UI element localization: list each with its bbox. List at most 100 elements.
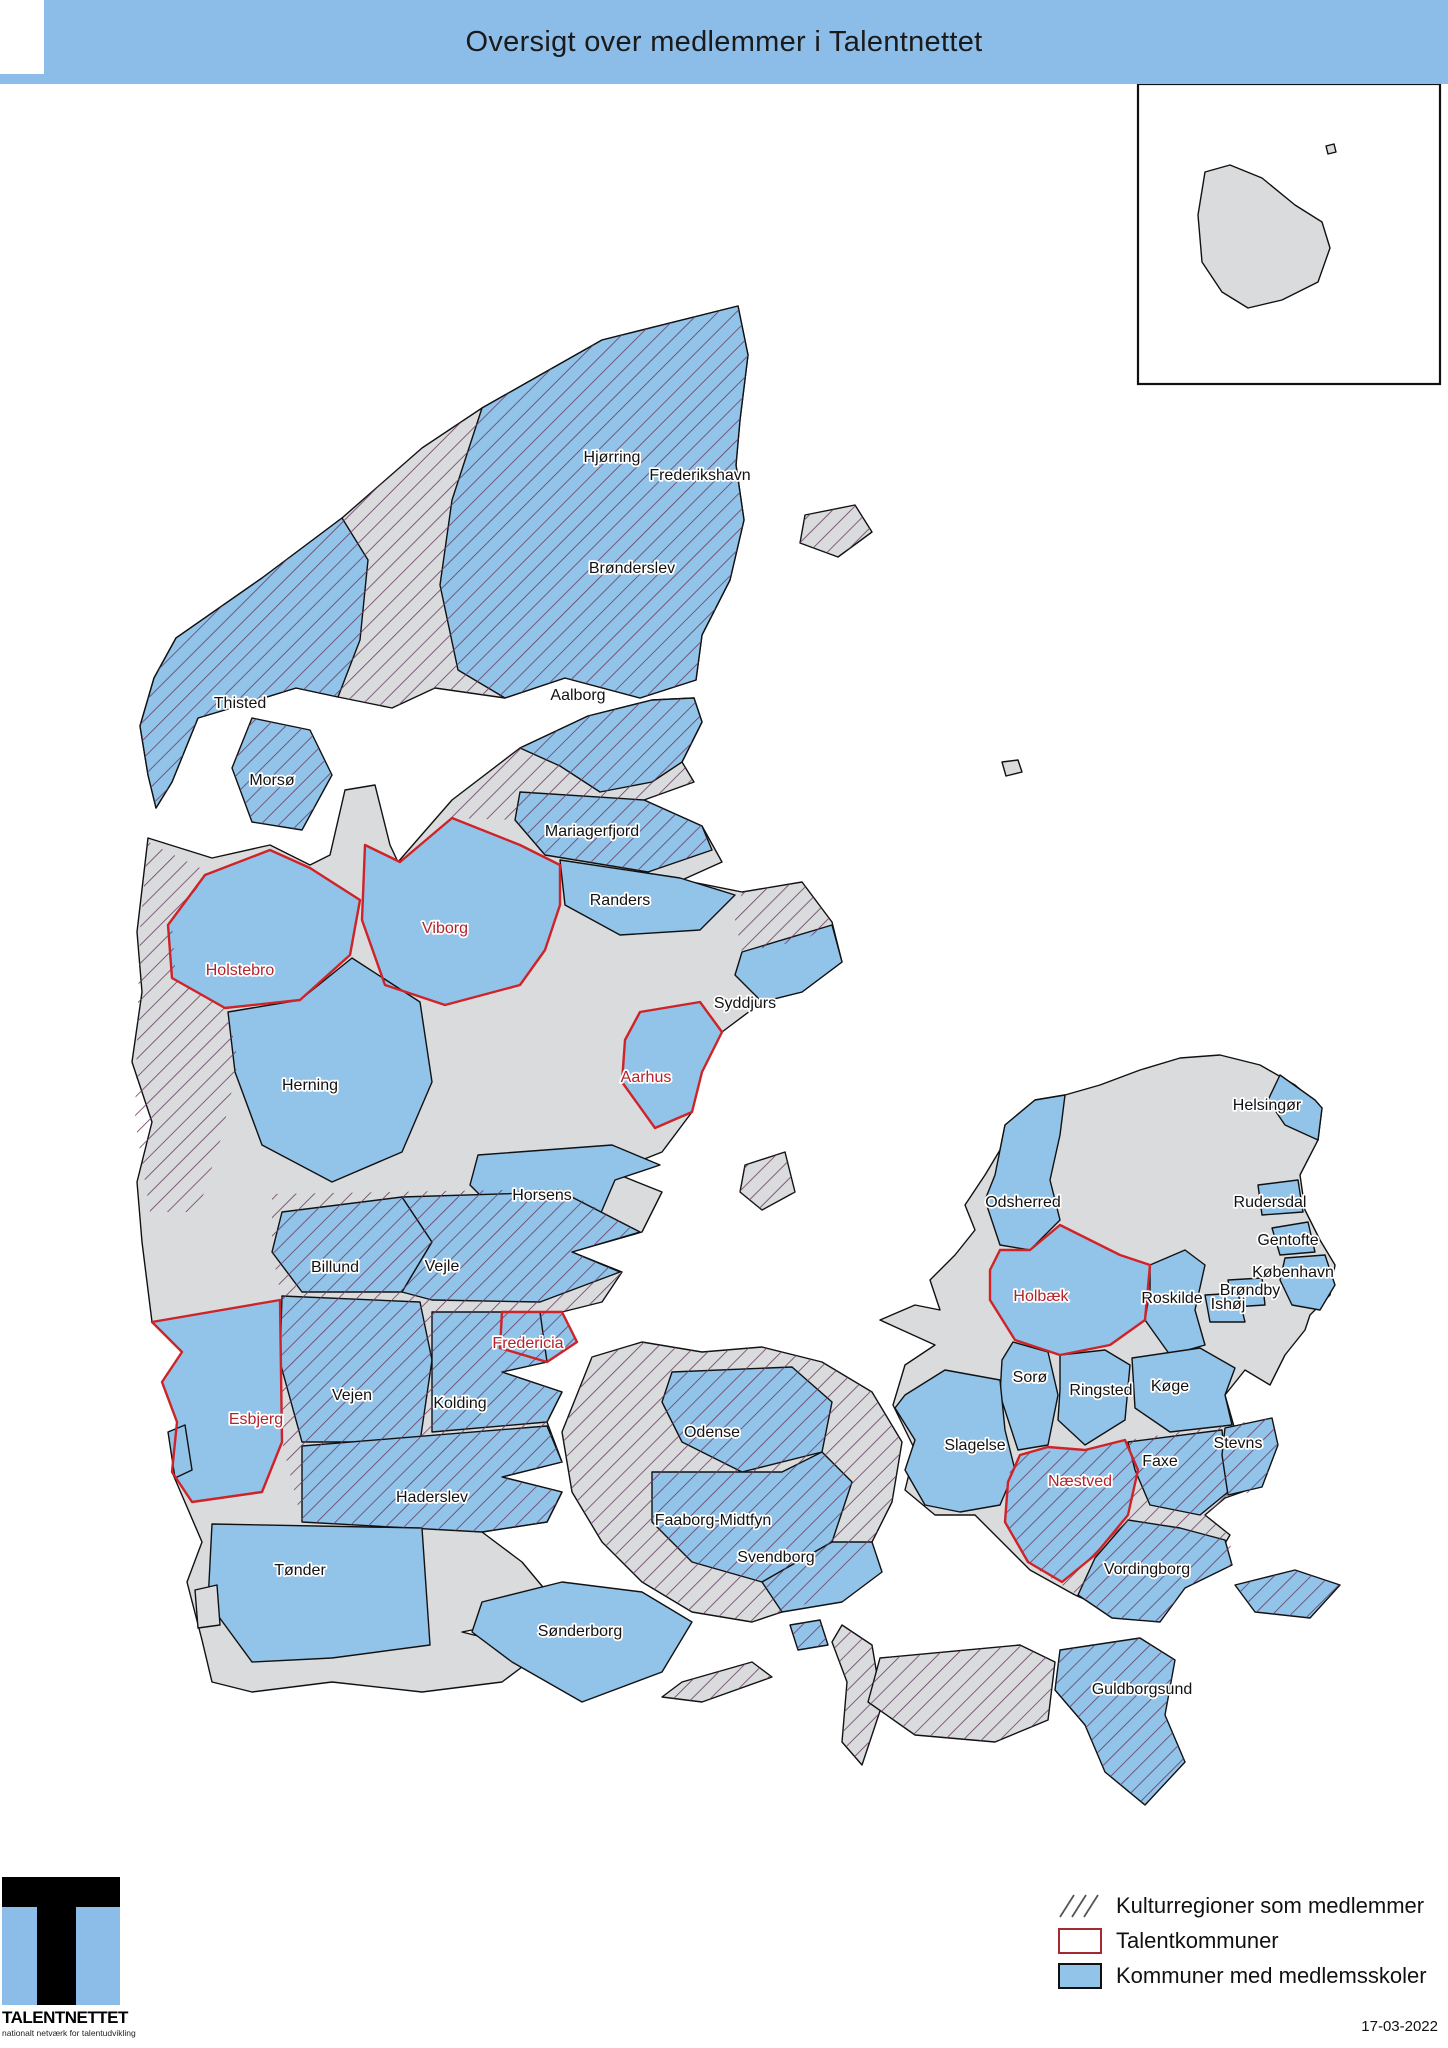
map-label-vejen: Vejen (332, 1387, 372, 1404)
map-label-kolding: Kolding (433, 1395, 486, 1412)
map-label-frederikshavn: Frederikshavn (649, 467, 750, 484)
map-label-t-nder: Tønder (274, 1562, 326, 1579)
map-label-hj-rring: Hjørring (584, 449, 641, 466)
header-corner (0, 0, 44, 74)
legend-label-medlemsskoler: Kommuner med medlemsskoler (1116, 1963, 1427, 1988)
region-north-jutland (139, 305, 873, 831)
bornholm-island (1197, 164, 1331, 309)
region-vejen (279, 1295, 433, 1443)
map-label-herning: Herning (282, 1077, 338, 1094)
talent-border-esbjerg (150, 1298, 284, 1504)
map-label-k-benhavn: København (1252, 1264, 1334, 1281)
christiansoe-island (1325, 143, 1337, 155)
map-label-ish-j: Ishøj (1211, 1296, 1246, 1313)
map-label-odense: Odense (684, 1424, 740, 1441)
logo-t-bar (2, 1877, 120, 1907)
map-label-faxe: Faxe (1142, 1453, 1178, 1470)
region-soenderborg (471, 1581, 693, 1703)
map-label-br-nderslev: Brønderslev (589, 560, 675, 577)
island-roemoe (194, 1584, 221, 1629)
map-label-horsens: Horsens (512, 1187, 572, 1204)
map-label-stevns: Stevns (1214, 1435, 1263, 1452)
map-label-thisted: Thisted (214, 695, 266, 712)
member-swatch-icon (1058, 1963, 1102, 1989)
logo-subtitle: nationalt netværk for talentudvikling (2, 2028, 136, 2038)
talent-borders (150, 816, 1152, 1584)
region-randers (559, 859, 736, 936)
region-koege (1131, 1347, 1236, 1433)
map-label-mariagerfjord: Mariagerfjord (545, 823, 639, 840)
talent-border-viborg (360, 816, 562, 1007)
region-ishoej (1204, 1292, 1246, 1323)
logo-t-stem (2, 1907, 120, 2005)
region-billund (271, 1196, 433, 1293)
page-title: Oversigt over medlemmer i Talentnettet (465, 25, 983, 58)
island-taasinge (789, 1619, 829, 1651)
map-label-sor-: Sorø (1013, 1369, 1048, 1386)
map-label-aalborg: Aalborg (550, 687, 605, 704)
region-helsingoer (1267, 1074, 1323, 1141)
map-label-fredericia: Fredericia (492, 1335, 563, 1352)
map-label-odsherred: Odsherred (985, 1194, 1061, 1211)
map-labels: Hjørring Frederikshavn Brønderslev Aalborg T… (204, 447, 1336, 1700)
map-label-holb-k: Holbæk (1013, 1288, 1069, 1305)
map-label-helsing-r: Helsingør (1233, 1097, 1302, 1114)
map-label-rudersdal: Rudersdal (1234, 1194, 1307, 1211)
region-rudersdal (1257, 1179, 1304, 1216)
region-vendsyssel (439, 305, 749, 699)
region-koebenhavn (1279, 1254, 1336, 1311)
map-label-slagelse: Slagelse (944, 1437, 1005, 1454)
talent-border-holbaek (988, 1223, 1152, 1357)
footer-date: 17-03-2022 (1361, 2018, 1438, 2035)
hatch-swatch-icon (1059, 1894, 1099, 1918)
region-funen (561, 1341, 903, 1766)
legend-label-talentkommuner: Talentkommuner (1116, 1928, 1279, 1953)
map-label-gentofte: Gentofte (1257, 1232, 1318, 1249)
region-herning (227, 957, 433, 1183)
talentnettet-logo: TALENTNETTET nationalt netværk for talen… (2, 1877, 136, 2038)
island-samsoe (739, 1151, 796, 1211)
region-stevns (1221, 1417, 1279, 1496)
island-aeroe (661, 1661, 773, 1703)
legend-label-kulturregioner: Kulturregioner som medlemmer (1116, 1893, 1425, 1918)
talent-border-holstebro (166, 848, 362, 1010)
map-label-viborg: Viborg (422, 920, 468, 937)
legend-row-talentkommuner: Talentkommuner (1058, 1928, 1427, 1954)
map-label-ringsted: Ringsted (1069, 1382, 1132, 1399)
map-label-faaborg-midtfyn: Faaborg-Midtfyn (655, 1512, 772, 1529)
region-guldborgsund (1054, 1637, 1186, 1806)
region-toender (207, 1523, 431, 1663)
bornholm-inset (1136, 82, 1442, 386)
island-laesoe (799, 504, 873, 558)
region-kolding (431, 1311, 563, 1433)
talent-swatch-icon (1058, 1928, 1102, 1954)
island-anholt (1001, 759, 1023, 777)
map-label-haderslev: Haderslev (396, 1489, 468, 1506)
legend: Kulturregioner som medlemmer Talentkommu… (1058, 1893, 1427, 1998)
region-gentofte (1271, 1221, 1316, 1256)
map-label-br-ndby: Brøndby (1220, 1282, 1280, 1299)
map-label-billund: Billund (311, 1259, 359, 1276)
map-label-mors-: Morsø (249, 772, 295, 789)
map-label-guldborgsund: Guldborgsund (1092, 1681, 1193, 1698)
map-label-vejle: Vejle (425, 1258, 460, 1275)
map-label-s-nderborg: Sønderborg (538, 1623, 623, 1640)
legend-row-kulturregioner: Kulturregioner som medlemmer (1058, 1893, 1427, 1919)
region-slagelse (894, 1369, 1016, 1513)
map-label-n-stved: Næstved (1048, 1473, 1112, 1490)
island-lolland (867, 1644, 1056, 1743)
logo-title: TALENTNETTET (2, 2008, 128, 2027)
map-label-svendborg: Svendborg (737, 1549, 814, 1566)
region-roskilde (1144, 1249, 1206, 1356)
region-odsherred (984, 1094, 1066, 1251)
map-label-aarhus: Aarhus (621, 1069, 672, 1086)
region-mainland-jutland (131, 697, 1023, 1703)
map-label-randers: Randers (590, 892, 650, 909)
map-label-holstebro: Holstebro (206, 962, 275, 979)
map-label-roskilde: Roskilde (1141, 1290, 1202, 1307)
talent-border-aarhus (620, 1000, 724, 1130)
map-label-vordingborg: Vordingborg (1104, 1561, 1190, 1578)
island-moen (1234, 1569, 1341, 1619)
